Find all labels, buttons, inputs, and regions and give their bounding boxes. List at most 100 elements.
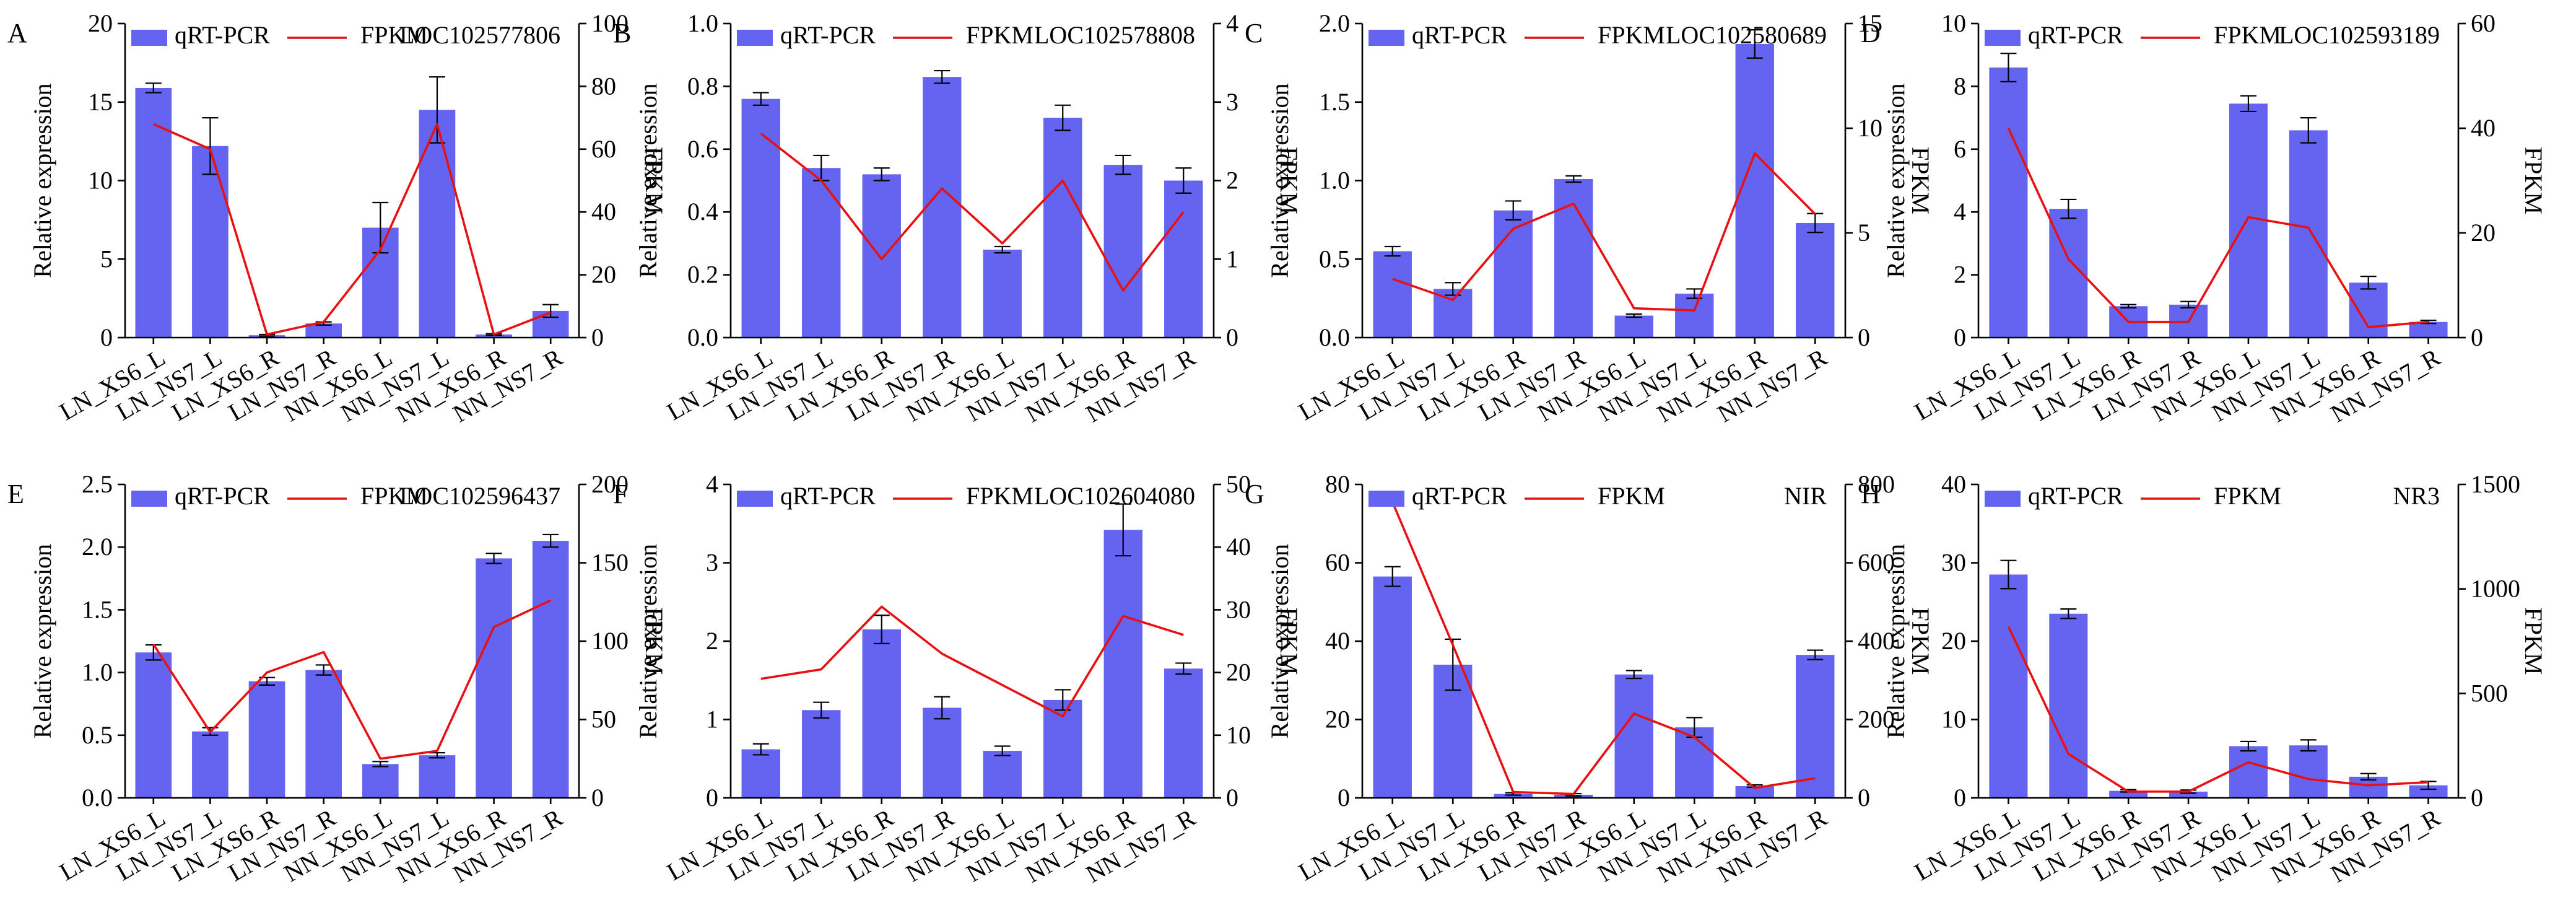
y-tick-label: 0.5 bbox=[82, 721, 113, 749]
y2-tick-label: 0 bbox=[2471, 784, 2483, 812]
legend-line-label: FPKM bbox=[1598, 21, 1665, 49]
bar-f-1 bbox=[741, 749, 780, 798]
y-tick-label: 5 bbox=[100, 245, 113, 273]
y2-tick-label: 200 bbox=[591, 470, 629, 498]
error-bar-h-1 bbox=[2000, 559, 2017, 590]
error-bar-a-5 bbox=[372, 201, 389, 254]
y2-axis-title: FPKM bbox=[640, 608, 668, 675]
panel-letter: C bbox=[1245, 18, 1263, 48]
bar-e-6 bbox=[419, 755, 456, 798]
panel-d: D02468100204060LN_XS6_LLN_NS7_LLN_XS6_RL… bbox=[1861, 9, 2548, 428]
error-bar-g-8 bbox=[1807, 649, 1824, 660]
bar-g-6 bbox=[1675, 727, 1714, 798]
error-bar-b-8 bbox=[1175, 167, 1192, 194]
y2-tick-label: 20 bbox=[591, 261, 616, 289]
y2-tick-label: 0 bbox=[2471, 323, 2483, 351]
y2-tick-label: 20 bbox=[2471, 219, 2496, 247]
legend-bar-swatch bbox=[131, 30, 167, 46]
panel-letter: E bbox=[7, 479, 24, 509]
bar-b-1 bbox=[741, 98, 780, 338]
y-tick-label: 0.2 bbox=[687, 261, 718, 289]
error-bar-e-5 bbox=[372, 761, 389, 768]
panel-f: F0123401020304050LN_XS6_LLN_NS7_LLN_XS6_… bbox=[613, 470, 1303, 888]
error-bar-f-3 bbox=[873, 615, 890, 644]
y-axis-title: Relative expression bbox=[1266, 83, 1294, 278]
y-tick-label: 0.0 bbox=[1319, 323, 1350, 351]
bar-e-2 bbox=[192, 731, 228, 798]
y2-tick-label: 80 bbox=[591, 72, 616, 100]
bar-c-5 bbox=[1614, 315, 1653, 338]
error-bar-d-1 bbox=[2000, 53, 2017, 82]
y2-tick-label: 0 bbox=[1858, 784, 1870, 812]
bar-b-4 bbox=[923, 77, 962, 338]
bar-c-1 bbox=[1373, 251, 1412, 338]
y-tick-label: 1.0 bbox=[687, 9, 718, 37]
y2-axis-title: FPKM bbox=[1907, 147, 1934, 214]
fpkm-line-c bbox=[1392, 152, 1816, 312]
error-bar-d-7 bbox=[2360, 276, 2377, 290]
bar-f-5 bbox=[983, 751, 1022, 798]
bar-g-1 bbox=[1373, 576, 1412, 798]
y-tick-label: 80 bbox=[1325, 470, 1350, 498]
legend-bar-label: qRT-PCR bbox=[780, 482, 876, 510]
y-tick-label: 40 bbox=[1941, 470, 1966, 498]
bar-g-7 bbox=[1735, 786, 1774, 798]
y2-tick-label: 20 bbox=[1226, 659, 1251, 686]
error-bar-b-5 bbox=[994, 245, 1011, 254]
bar-b-5 bbox=[983, 250, 1022, 338]
error-bar-h-2 bbox=[2060, 608, 2077, 619]
error-bar-c-7 bbox=[1746, 29, 1763, 59]
bar-e-8 bbox=[532, 541, 569, 798]
bar-h-6 bbox=[2289, 745, 2328, 798]
fpkm-line-d bbox=[2007, 128, 2429, 328]
legend-line-label: FPKM bbox=[2214, 482, 2281, 510]
y-tick-label: 0.4 bbox=[687, 198, 718, 225]
y2-tick-label: 5 bbox=[1858, 219, 1870, 247]
y2-tick-label: 40 bbox=[1226, 533, 1251, 561]
error-bar-d-5 bbox=[2240, 95, 2256, 113]
bar-c-2 bbox=[1434, 289, 1473, 338]
legend-bar-label: qRT-PCR bbox=[1412, 21, 1507, 49]
y2-tick-label: 200 bbox=[1858, 706, 1895, 733]
y2-axis-title: FPKM bbox=[1907, 608, 1934, 675]
error-bar-e-4 bbox=[315, 664, 332, 676]
error-bar-e-6 bbox=[429, 752, 445, 759]
legend-line-label: FPKM bbox=[2214, 21, 2281, 49]
y2-tick-label: 50 bbox=[591, 706, 616, 733]
y-tick-label: 4 bbox=[706, 470, 718, 498]
bar-d-6 bbox=[2289, 130, 2328, 338]
panel-letter: B bbox=[613, 18, 631, 48]
bar-c-8 bbox=[1796, 222, 1835, 338]
y2-tick-label: 500 bbox=[2471, 679, 2508, 707]
bar-f-8 bbox=[1164, 668, 1203, 798]
bar-e-1 bbox=[135, 652, 172, 798]
bar-h-8 bbox=[2409, 785, 2448, 798]
y2-tick-label: 4 bbox=[1226, 9, 1238, 37]
panel-h: H010203040050010001500LN_XS6_LLN_NS7_LLN… bbox=[1861, 470, 2548, 888]
error-bar-d-6 bbox=[2300, 117, 2317, 144]
y-tick-label: 0 bbox=[1954, 784, 1966, 812]
bar-c-7 bbox=[1735, 43, 1774, 338]
error-bar-e-8 bbox=[542, 533, 559, 548]
y2-tick-label: 30 bbox=[1226, 595, 1251, 623]
y2-tick-label: 0 bbox=[591, 323, 604, 351]
bar-e-4 bbox=[305, 670, 342, 798]
y2-tick-label: 400 bbox=[1858, 627, 1895, 655]
gene-name-label: NR3 bbox=[2393, 482, 2440, 510]
y2-tick-label: 40 bbox=[2471, 114, 2496, 142]
panel-b: B0.00.20.40.60.81.001234LN_XS6_LLN_NS7_L… bbox=[613, 9, 1303, 428]
y2-tick-label: 40 bbox=[591, 198, 616, 225]
bar-a-1 bbox=[135, 87, 172, 338]
y-axis-title: Relative expression bbox=[1266, 544, 1294, 738]
y2-tick-label: 1000 bbox=[2471, 575, 2520, 603]
fpkm-line-e bbox=[152, 599, 551, 760]
legend-bar-swatch bbox=[1368, 491, 1404, 507]
y2-tick-label: 150 bbox=[591, 549, 629, 577]
y-tick-label: 1.0 bbox=[1319, 167, 1350, 195]
y-tick-label: 1 bbox=[706, 706, 718, 733]
bar-b-6 bbox=[1043, 118, 1082, 338]
bar-h-4 bbox=[2169, 791, 2208, 798]
y2-tick-label: 800 bbox=[1858, 470, 1895, 498]
bar-h-5 bbox=[2229, 746, 2268, 798]
